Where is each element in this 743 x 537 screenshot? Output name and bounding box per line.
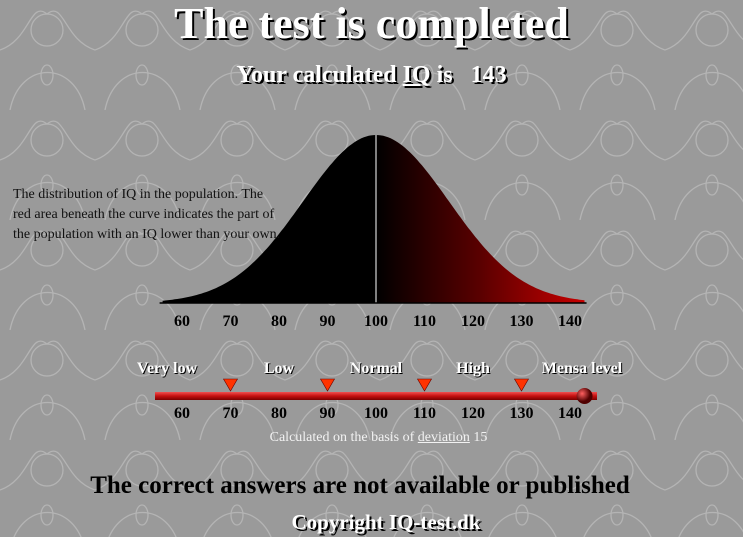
scale-track <box>155 392 597 400</box>
iq-result: Your calculated IQ is 143 <box>236 62 507 88</box>
band-marker <box>319 378 336 392</box>
scale-tick: 70 <box>222 405 239 422</box>
distribution-description: The distribution of IQ in the population… <box>13 187 281 242</box>
chart-x-tick: 100 <box>364 313 388 330</box>
iq-position-indicator <box>576 388 593 404</box>
chart-x-tick: 90 <box>319 313 336 330</box>
band-marker <box>416 378 433 392</box>
iq-scale-bar <box>155 378 597 404</box>
chart-x-tick: 140 <box>558 313 582 330</box>
deviation-link[interactable]: deviation <box>417 430 470 445</box>
curve-highlight-area <box>376 135 585 303</box>
band-marker <box>222 378 239 392</box>
iq-value: 143 <box>470 62 507 88</box>
band-label: Normal <box>349 360 403 377</box>
scale-tick: 80 <box>271 405 287 422</box>
chart-x-tick: 120 <box>461 313 485 330</box>
scale-tick: 110 <box>412 405 437 422</box>
band-label: Low <box>263 360 295 377</box>
chart-x-tick: 80 <box>271 313 287 330</box>
copyright[interactable]: Copyright IQ-test.dk <box>291 510 481 534</box>
band-label: High <box>456 360 490 377</box>
scale-tick: 60 <box>174 405 190 422</box>
band-marker <box>513 378 530 392</box>
band-label: Mensa level <box>541 360 623 377</box>
chart-x-tick: 130 <box>509 313 534 330</box>
iq-distribution-chart <box>159 135 587 304</box>
scale-tick: 90 <box>319 405 336 422</box>
scale-tick: 140 <box>558 405 582 422</box>
iq-link[interactable]: IQ <box>402 62 431 88</box>
answers-note: The correct answers are not available or… <box>90 472 630 499</box>
scale-tick: 120 <box>461 405 485 422</box>
page-title: The test is completed <box>174 0 569 48</box>
scale-tick: 130 <box>509 405 534 422</box>
chart-x-tick: 70 <box>222 313 239 330</box>
calculation-note: Calculated on the basis of deviation 15 <box>269 430 488 445</box>
curve-area-below-mean <box>162 135 376 303</box>
band-label: Very low <box>136 360 198 377</box>
chart-x-tick: 110 <box>412 313 437 330</box>
scale-tick: 100 <box>364 405 388 422</box>
chart-x-tick: 60 <box>174 313 190 330</box>
